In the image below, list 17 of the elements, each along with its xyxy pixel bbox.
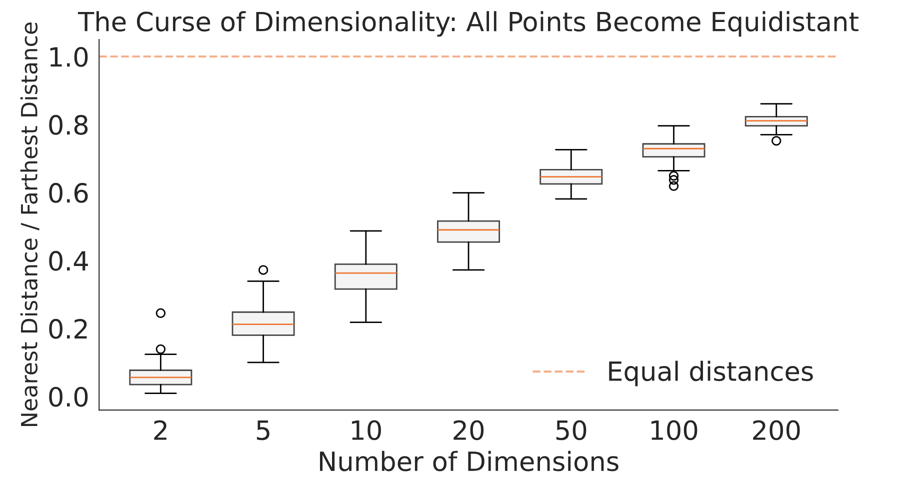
x-tick-label: 50 bbox=[556, 420, 586, 440]
legend-label: Equal distances bbox=[609, 360, 813, 386]
x-tick-label: 20 bbox=[454, 420, 484, 440]
y-tick-label: 0.2 bbox=[49, 318, 87, 339]
x-tick-label: 2 bbox=[154, 420, 166, 440]
chart-title: The Curse of Dimensionality: All Points Become Equidistant bbox=[78, 11, 858, 37]
y-tick-label: 0.8 bbox=[49, 114, 88, 135]
x-tick-label: 10 bbox=[352, 420, 381, 440]
x-tick-label: 200 bbox=[753, 420, 800, 440]
y-tick-label: 0.6 bbox=[49, 182, 88, 203]
y-tick-label: 0.4 bbox=[49, 250, 88, 271]
y-tick-label: 1.0 bbox=[50, 46, 88, 67]
x-axis-title: Number of Dimensions bbox=[320, 450, 618, 472]
y-axis-title: Nearest Distance / Farthest Distance bbox=[20, 22, 40, 426]
x-tick-label: 100 bbox=[651, 420, 698, 440]
x-tick-label: 5 bbox=[256, 420, 270, 440]
y-tick-label: 0.0 bbox=[49, 386, 88, 407]
